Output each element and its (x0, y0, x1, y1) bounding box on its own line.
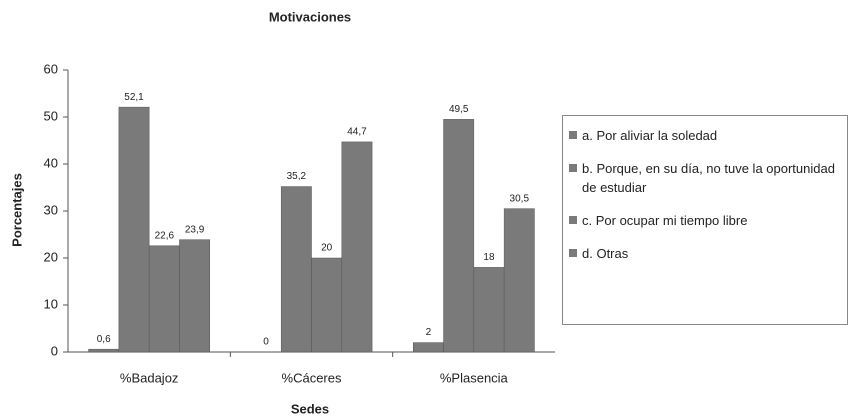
value-label: 0 (263, 337, 269, 348)
legend: a. Por aliviar la soledad b. Porque, en s… (562, 115, 848, 325)
value-label: 35,2 (287, 171, 307, 182)
legend-swatch (569, 131, 577, 139)
value-label: 18 (483, 252, 495, 263)
y-tick-label: 0 (51, 343, 58, 358)
y-tick-label: 60 (44, 61, 58, 76)
bar (341, 141, 373, 353)
legend-item: c. Por ocupar mi tiempo libre (569, 211, 841, 230)
x-axis-label: Sedes (291, 401, 329, 416)
bar (148, 245, 180, 353)
y-tick-label: 50 (44, 108, 58, 123)
bar (443, 119, 475, 353)
y-tick-label: 30 (44, 202, 58, 217)
bar (118, 106, 150, 353)
y-tick-label: 40 (44, 155, 58, 170)
value-label: 30,5 (510, 193, 530, 204)
value-label: 49,5 (449, 104, 469, 115)
legend-label: c. Por ocupar mi tiempo libre (582, 213, 748, 228)
bar (473, 267, 505, 353)
legend-label: a. Por aliviar la soledad (582, 128, 718, 143)
bar (503, 208, 535, 353)
bar (412, 342, 444, 353)
bar (311, 257, 343, 353)
chart-title: Motivaciones (269, 9, 351, 24)
legend-swatch (569, 164, 577, 172)
legend-label: d. Otras (582, 246, 629, 261)
bar (88, 348, 120, 353)
legend-item: a. Por aliviar la soledad (569, 126, 841, 145)
value-label: 44,7 (347, 127, 367, 138)
value-label: 23,9 (185, 224, 205, 235)
legend-item: d. Otras (569, 244, 841, 263)
legend-item: b. Porque, en su día, no tuve la oportun… (569, 159, 841, 197)
value-label: 22,6 (155, 230, 175, 241)
x-tick-label: %Cáceres (282, 370, 342, 385)
y-axis-label: Porcentajes (9, 173, 24, 247)
value-label: 2 (426, 327, 432, 338)
value-label: 20 (321, 243, 333, 254)
y-tick-label: 10 (44, 296, 58, 311)
legend-swatch (569, 249, 577, 257)
legend-label: b. Porque, en su día, no tuve la oportun… (582, 161, 835, 195)
value-label: 0,6 (97, 334, 111, 345)
y-tick-label: 20 (44, 249, 58, 264)
value-label: 52,1 (124, 92, 144, 103)
x-tick-label: %Badajoz (120, 370, 179, 385)
bar (280, 186, 312, 353)
legend-swatch (569, 216, 577, 224)
x-tick-label: %Plasencia (440, 370, 509, 385)
bar (179, 239, 211, 353)
